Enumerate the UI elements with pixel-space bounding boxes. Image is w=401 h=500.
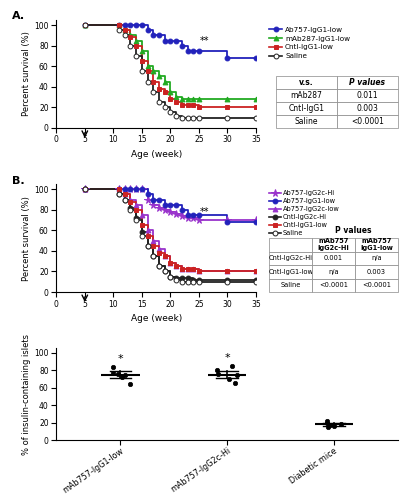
X-axis label: Age (week): Age (week): [130, 314, 181, 323]
Text: A.: A.: [12, 12, 25, 22]
Point: [324, 423, 330, 431]
Point: [323, 417, 330, 425]
Text: *: *: [224, 353, 229, 363]
Point: [114, 370, 121, 378]
Point: [233, 370, 240, 378]
Text: **: **: [199, 207, 209, 217]
Text: *: *: [117, 354, 123, 364]
Point: [231, 380, 237, 388]
Point: [326, 421, 332, 429]
Point: [126, 380, 133, 388]
Y-axis label: % of insulin-containing islets: % of insulin-containing islets: [22, 334, 31, 454]
Y-axis label: Percent survival (%): Percent survival (%): [22, 196, 31, 280]
Point: [109, 369, 116, 377]
Point: [214, 370, 221, 378]
Point: [323, 418, 330, 426]
Point: [228, 362, 234, 370]
Y-axis label: Percent survival (%): Percent survival (%): [22, 32, 31, 116]
Legend: Ab757-IgG1-low, mAb287-IgG1-low, Cntl-IgG1-low, Saline: Ab757-IgG1-low, mAb287-IgG1-low, Cntl-Ig…: [265, 24, 352, 62]
Point: [337, 420, 343, 428]
Point: [213, 366, 220, 374]
Text: **: **: [199, 36, 209, 46]
Point: [109, 362, 116, 370]
X-axis label: Age (week): Age (week): [130, 150, 181, 159]
Point: [225, 375, 232, 383]
Point: [122, 370, 128, 378]
Text: P values: P values: [334, 226, 370, 235]
Point: [119, 373, 126, 381]
Legend: Ab757-IgG2c-Hi, Ab757-IgG1-low, Ab757-IgG2c-low, Cntl-IgG2c-Hi, Cntl-IgG1-low, S: Ab757-IgG2c-Hi, Ab757-IgG1-low, Ab757-Ig…: [265, 188, 341, 239]
Point: [330, 422, 337, 430]
Text: B.: B.: [12, 176, 25, 186]
